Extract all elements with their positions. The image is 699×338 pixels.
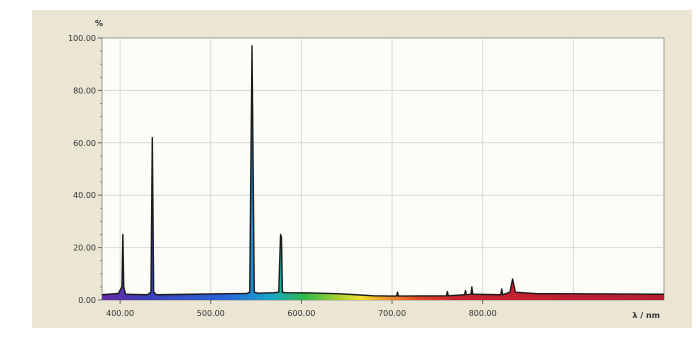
y-tick-label: 100.00 — [68, 34, 96, 43]
x-axis-label: λ / nm — [632, 311, 660, 320]
spectrum-line — [101, 45, 665, 297]
x-tick-label: 800.00 — [469, 309, 497, 318]
spectrum-line-layer — [101, 45, 665, 297]
x-tick-label: 700.00 — [378, 309, 406, 318]
x-tick-label: 600.00 — [287, 309, 315, 318]
y-tick-label: 0.00 — [78, 296, 96, 305]
x-axis: 400.00 500.00 600.00 700.00 800.00 — [106, 300, 497, 318]
y-tick-label: 40.00 — [73, 191, 96, 200]
x-tick-label: 400.00 — [106, 309, 134, 318]
y-axis: 0.00 20.00 40.00 60.00 80.00 100.00 — [68, 34, 102, 305]
y-tick-label: 60.00 — [73, 139, 96, 148]
spectrum-chart: 0.00 20.00 40.00 60.00 80.00 100.00 400.00 500… — [32, 10, 692, 328]
chart-svg: 0.00 20.00 40.00 60.00 80.00 100.00 400.00 500… — [68, 19, 665, 320]
y-tick-label: 20.00 — [73, 244, 96, 253]
grid-lines — [102, 38, 664, 300]
plot-area — [101, 37, 665, 301]
y-tick-label: 80.00 — [73, 86, 96, 95]
x-tick-label: 500.00 — [197, 309, 225, 318]
y-axis-label: % — [95, 19, 103, 28]
